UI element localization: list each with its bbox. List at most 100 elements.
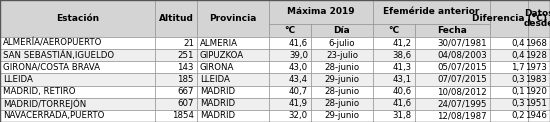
Text: 0,1: 0,1 xyxy=(512,87,525,96)
Text: 43,1: 43,1 xyxy=(393,75,412,84)
Text: 0,3: 0,3 xyxy=(512,75,525,84)
Text: SAN SEBASTIÁN,IGUELDO: SAN SEBASTIÁN,IGUELDO xyxy=(3,51,114,60)
Text: MADRID: MADRID xyxy=(200,99,235,108)
Text: LLEIDA: LLEIDA xyxy=(200,75,230,84)
Bar xyxy=(415,49,490,61)
Text: 1951: 1951 xyxy=(525,99,547,108)
Text: ALMERÍA/AEROPUERTO: ALMERÍA/AEROPUERTO xyxy=(3,39,102,48)
Bar xyxy=(155,49,197,61)
Bar xyxy=(415,86,490,98)
Bar xyxy=(415,98,490,110)
Text: 0,4: 0,4 xyxy=(512,51,525,60)
Text: GIRONA: GIRONA xyxy=(200,63,234,72)
Text: 41,6: 41,6 xyxy=(393,99,412,108)
Text: 12/08/1987: 12/08/1987 xyxy=(437,111,487,120)
Bar xyxy=(269,86,311,98)
Bar xyxy=(490,110,528,122)
Bar xyxy=(155,86,197,98)
Text: Fecha: Fecha xyxy=(438,26,468,35)
Bar xyxy=(155,98,197,110)
Bar xyxy=(155,61,197,73)
Text: MADRID: MADRID xyxy=(200,87,235,96)
Bar xyxy=(269,37,311,49)
Text: Altitud: Altitud xyxy=(158,14,194,23)
Text: 24/07/1995: 24/07/1995 xyxy=(437,99,487,108)
Text: MADRID/TORREJÓN: MADRID/TORREJÓN xyxy=(3,99,86,109)
Bar xyxy=(269,61,311,73)
Bar xyxy=(373,86,415,98)
Bar xyxy=(311,24,373,37)
Bar xyxy=(0,110,155,122)
Bar xyxy=(490,61,528,73)
Bar xyxy=(197,37,269,49)
Bar xyxy=(373,49,415,61)
Text: 185: 185 xyxy=(178,75,194,84)
Bar xyxy=(528,86,550,98)
Bar xyxy=(311,110,373,122)
Text: Provincia: Provincia xyxy=(210,14,257,23)
Text: 1,7: 1,7 xyxy=(512,63,525,72)
Bar xyxy=(269,24,311,37)
Bar xyxy=(197,73,269,86)
Bar xyxy=(373,0,490,24)
Bar xyxy=(155,110,197,122)
Text: 41,9: 41,9 xyxy=(289,99,308,108)
Text: 29-junio: 29-junio xyxy=(324,75,360,84)
Text: 607: 607 xyxy=(178,99,194,108)
Text: °C: °C xyxy=(284,26,295,35)
Bar xyxy=(311,73,373,86)
Text: 41,2: 41,2 xyxy=(393,39,412,48)
Text: 1983: 1983 xyxy=(525,75,547,84)
Bar xyxy=(269,49,311,61)
Bar xyxy=(490,98,528,110)
Bar xyxy=(490,37,528,49)
Text: 0,4: 0,4 xyxy=(512,39,525,48)
Bar xyxy=(415,61,490,73)
Bar xyxy=(528,0,550,37)
Text: 29-junio: 29-junio xyxy=(324,111,360,120)
Bar xyxy=(528,49,550,61)
Bar xyxy=(269,73,311,86)
Bar xyxy=(155,37,197,49)
Bar xyxy=(0,61,155,73)
Text: Efeméride anterior: Efeméride anterior xyxy=(383,7,480,16)
Bar xyxy=(528,61,550,73)
Text: 04/08/2003: 04/08/2003 xyxy=(437,51,487,60)
Bar xyxy=(311,98,373,110)
Bar xyxy=(311,37,373,49)
Bar xyxy=(0,73,155,86)
Text: 41,6: 41,6 xyxy=(289,39,308,48)
Text: Día: Día xyxy=(334,26,350,35)
Text: 05/07/2015: 05/07/2015 xyxy=(437,63,487,72)
Bar xyxy=(0,37,155,49)
Text: 1920: 1920 xyxy=(525,87,547,96)
Text: 32,0: 32,0 xyxy=(289,111,308,120)
Bar xyxy=(373,98,415,110)
Bar xyxy=(490,49,528,61)
Bar xyxy=(311,49,373,61)
Bar xyxy=(415,24,490,37)
Text: 667: 667 xyxy=(178,87,194,96)
Bar xyxy=(528,98,550,110)
Text: 1928: 1928 xyxy=(525,51,547,60)
Bar xyxy=(490,86,528,98)
Text: 1973: 1973 xyxy=(525,63,547,72)
Bar xyxy=(528,73,550,86)
Bar xyxy=(415,110,490,122)
Text: Datos
desde: Datos desde xyxy=(524,9,550,28)
Text: ALMERIA: ALMERIA xyxy=(200,39,238,48)
Bar xyxy=(528,37,550,49)
Text: MADRID, RETIRO: MADRID, RETIRO xyxy=(3,87,75,96)
Bar xyxy=(197,0,269,37)
Bar xyxy=(490,0,528,37)
Bar xyxy=(373,61,415,73)
Bar xyxy=(197,61,269,73)
Text: MADRID: MADRID xyxy=(200,111,235,120)
Text: LLEIDA: LLEIDA xyxy=(3,75,33,84)
Bar xyxy=(0,49,155,61)
Bar xyxy=(415,73,490,86)
Bar xyxy=(269,110,311,122)
Text: 0,3: 0,3 xyxy=(512,99,525,108)
Text: 43,4: 43,4 xyxy=(289,75,308,84)
Text: 251: 251 xyxy=(178,51,194,60)
